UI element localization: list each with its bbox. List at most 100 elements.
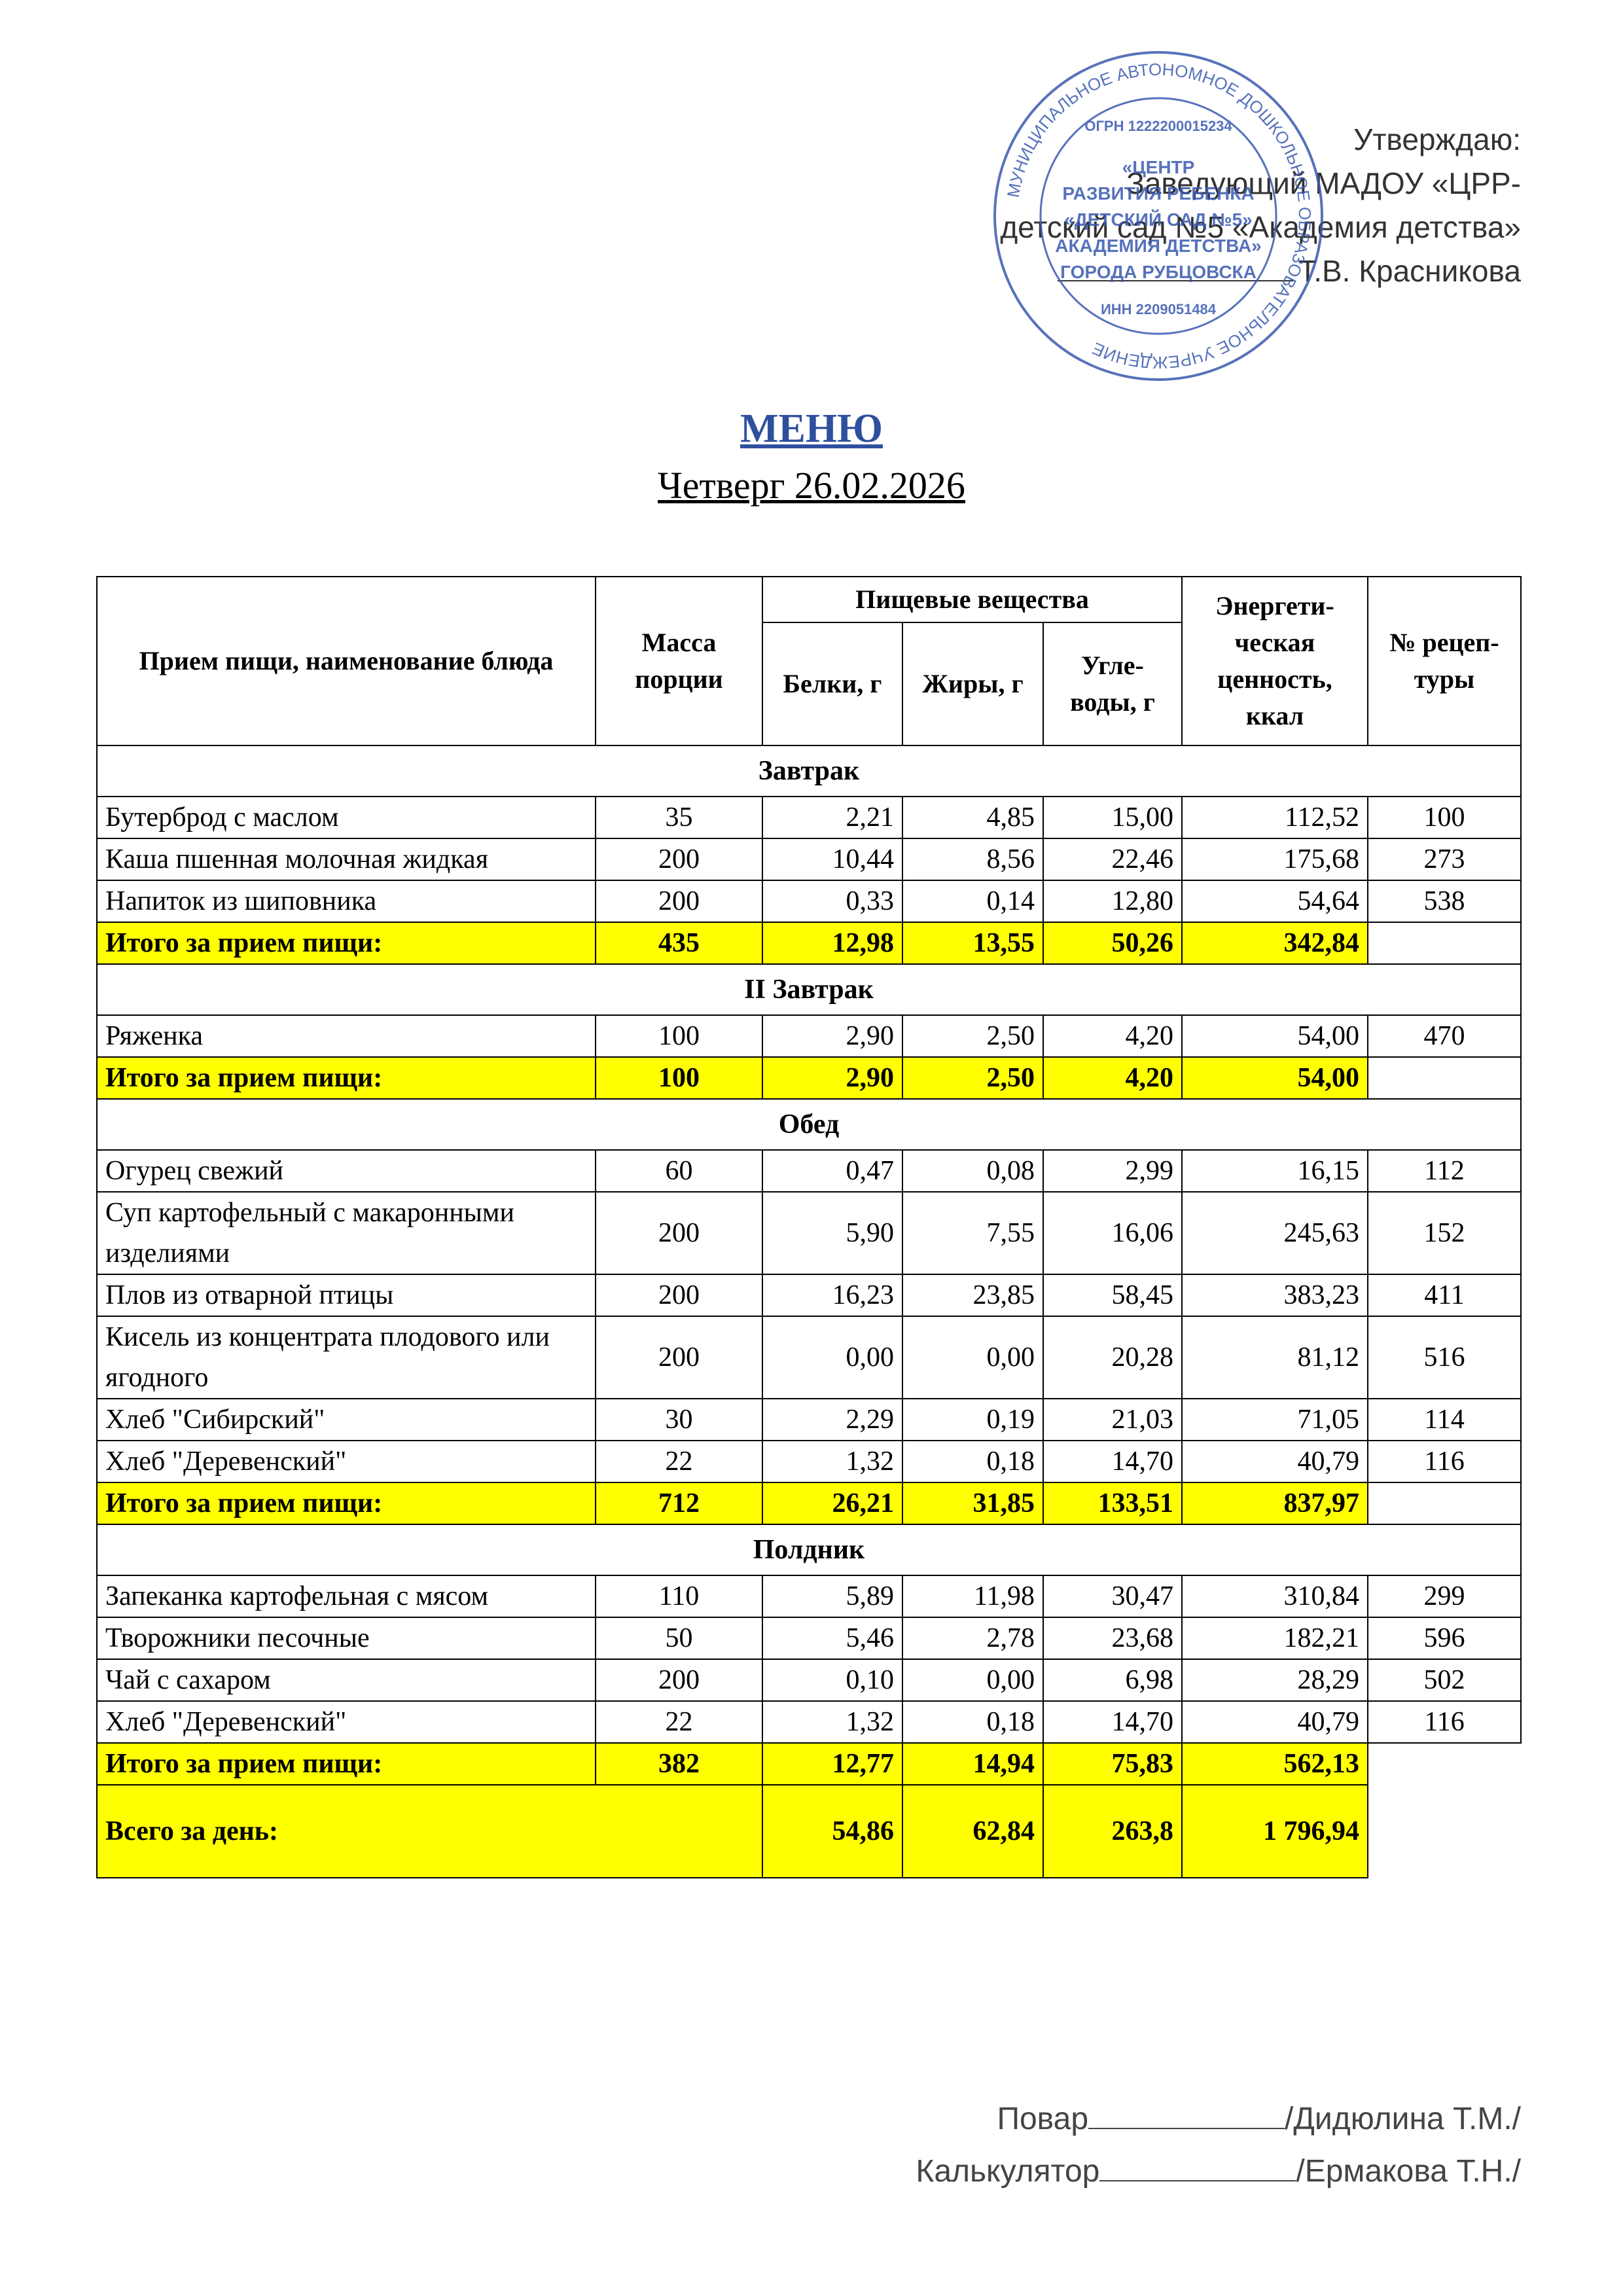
item-value: 112 xyxy=(1367,1149,1522,1193)
item-value: 0,33 xyxy=(762,880,903,923)
stamp-inner xyxy=(1039,97,1277,335)
total-value: 382 xyxy=(595,1742,763,1785)
item-value: 516 xyxy=(1367,1316,1522,1399)
item-row: Хлеб "Деревенский" 22 1,32 0,18 14,70 40,79 11… xyxy=(96,1440,1522,1483)
item-value: 54,64 xyxy=(1181,880,1368,923)
stamp-center: ОГРН 1222200015234 «ЦЕНТР РАЗВИТИЯ РЕБЕН… xyxy=(1055,118,1262,317)
grand-total-value: 263,8 xyxy=(1043,1784,1183,1878)
grand-total-value: 1 796,94 xyxy=(1181,1784,1368,1878)
title: МЕНЮ xyxy=(740,406,883,451)
dish-name: Творожники песочные xyxy=(96,1617,596,1660)
item-value: 100 xyxy=(595,1014,763,1058)
total-value: 26,21 xyxy=(762,1482,903,1525)
grand-total-label: Всего за день: xyxy=(96,1784,763,1878)
dish-name: Хлеб "Деревенский" xyxy=(96,1440,596,1483)
item-value: 0,18 xyxy=(902,1440,1044,1483)
signature-line xyxy=(1099,2154,1296,2181)
header-row: Прием пищи, наименование блюда Масса пор… xyxy=(96,576,1522,746)
stamp-inn: ИНН 2209051484 xyxy=(1101,301,1217,317)
item-value: 0,14 xyxy=(902,880,1044,923)
item-value: 30 xyxy=(595,1398,763,1441)
item-value: 112,52 xyxy=(1181,796,1368,839)
item-value: 5,89 xyxy=(762,1575,903,1618)
empty-cell xyxy=(1368,1743,1521,1785)
item-value: 273 xyxy=(1367,838,1522,881)
stamp-line: «ДЕТСКИЙ САД №5» xyxy=(1064,209,1253,230)
total-value: 4,20 xyxy=(1043,1056,1183,1100)
item-value: 50 xyxy=(595,1617,763,1660)
item-value: 7,55 xyxy=(902,1191,1044,1275)
item-value: 200 xyxy=(595,1191,763,1275)
item-value: 14,70 xyxy=(1043,1700,1183,1744)
item-value: 383,23 xyxy=(1181,1274,1368,1317)
footer-cook: Повар/Дидюлина Т.М./ xyxy=(997,2101,1521,2137)
item-value: 2,21 xyxy=(762,796,903,839)
total-value: 2,90 xyxy=(762,1056,903,1100)
dish-name: Чай с сахаром xyxy=(96,1659,596,1702)
item-value: 40,79 xyxy=(1181,1700,1368,1744)
footer-calc: Калькулятор/Ермакова Т.Н./ xyxy=(916,2153,1521,2189)
section-row: Полдник xyxy=(96,1524,1522,1576)
total-row: Итого за прием пищи: 382 12,77 14,94 75,83 56… xyxy=(96,1742,1521,1785)
approval-line: Утверждаю: xyxy=(1353,122,1521,156)
item-value: 71,05 xyxy=(1181,1398,1368,1441)
item-value: 28,29 xyxy=(1181,1659,1368,1702)
total-value: 562,13 xyxy=(1181,1742,1368,1785)
section-row: II Завтрак xyxy=(96,963,1522,1016)
item-value: 16,23 xyxy=(762,1274,903,1317)
header-cell: Жиры, г xyxy=(902,622,1044,746)
item-value: 200 xyxy=(595,1659,763,1702)
item-value: 182,21 xyxy=(1181,1617,1368,1660)
item-value: 6,98 xyxy=(1043,1659,1183,1702)
item-row: Хлеб "Сибирский" 30 2,29 0,19 21,03 71,05 114 xyxy=(96,1398,1522,1441)
item-value: 5,46 xyxy=(762,1617,903,1660)
total-value: 12,77 xyxy=(762,1742,903,1785)
total-value: 342,84 xyxy=(1181,922,1368,965)
item-value: 114 xyxy=(1367,1398,1522,1441)
item-value: 21,03 xyxy=(1043,1398,1183,1441)
empty-cell xyxy=(1368,1785,1521,1878)
item-value: 14,70 xyxy=(1043,1440,1183,1483)
total-row: Итого за прием пищи: 100 2,90 2,50 4,20 54,00 xyxy=(96,1056,1522,1100)
dish-name: Плов из отварной птицы xyxy=(96,1274,596,1317)
total-value: 75,83 xyxy=(1043,1742,1183,1785)
item-value: 110 xyxy=(595,1575,763,1618)
item-value: 0,18 xyxy=(902,1700,1044,1744)
item-value: 16,06 xyxy=(1043,1191,1183,1275)
item-value: 152 xyxy=(1367,1191,1522,1275)
item-value: 4,85 xyxy=(902,796,1044,839)
section-name: II Завтрак xyxy=(96,963,1522,1016)
item-value: 22,46 xyxy=(1043,838,1183,881)
item-value: 200 xyxy=(595,1274,763,1317)
stamp-line: «ЦЕНТР xyxy=(1122,157,1195,177)
total-value: 435 xyxy=(595,922,763,965)
role: Калькулятор xyxy=(916,2154,1100,2189)
empty-cell xyxy=(1367,922,1522,965)
dish-name: Запеканка картофельная с мясом xyxy=(96,1575,596,1618)
item-row: Каша пшенная молочная жидкая 200 10,44 8,56… xyxy=(96,838,1522,881)
item-value: 40,79 xyxy=(1181,1440,1368,1483)
item-row: Творожники песочные 50 5,46 2,78 23,68 182,21… xyxy=(96,1617,1522,1660)
item-value: 30,47 xyxy=(1043,1575,1183,1618)
signature-line xyxy=(1058,254,1294,281)
dish-name: Бутерброд с маслом xyxy=(96,796,596,839)
item-row: Хлеб "Деревенский" 22 1,32 0,18 14,70 40,79 11… xyxy=(96,1700,1522,1744)
stamp-line: ГОРОДА РУБЦОВСКА xyxy=(1060,262,1257,282)
item-value: 538 xyxy=(1367,880,1522,923)
item-row: Бутерброд с маслом 35 2,21 4,85 15,00 112,52 1… xyxy=(96,796,1522,839)
header-cell: Пищевые вещества xyxy=(762,576,1183,623)
item-value: 116 xyxy=(1367,1700,1522,1744)
total-label: Итого за прием пищи: xyxy=(96,922,596,965)
item-value: 200 xyxy=(595,1316,763,1399)
approver-name: Т.В. Красникова xyxy=(1298,254,1521,288)
total-row: Итого за прием пищи: 435 12,98 13,55 50,26 34… xyxy=(96,922,1522,965)
item-value: 0,00 xyxy=(902,1316,1044,1399)
role: Повар xyxy=(997,2102,1089,2136)
item-value: 8,56 xyxy=(902,838,1044,881)
item-value: 20,28 xyxy=(1043,1316,1183,1399)
item-value: 54,00 xyxy=(1181,1014,1368,1058)
approval-line: детский сад №5 «Академия детства» xyxy=(1000,210,1521,244)
item-row: Суп картофельный с макаронными изделиями… xyxy=(96,1191,1522,1275)
